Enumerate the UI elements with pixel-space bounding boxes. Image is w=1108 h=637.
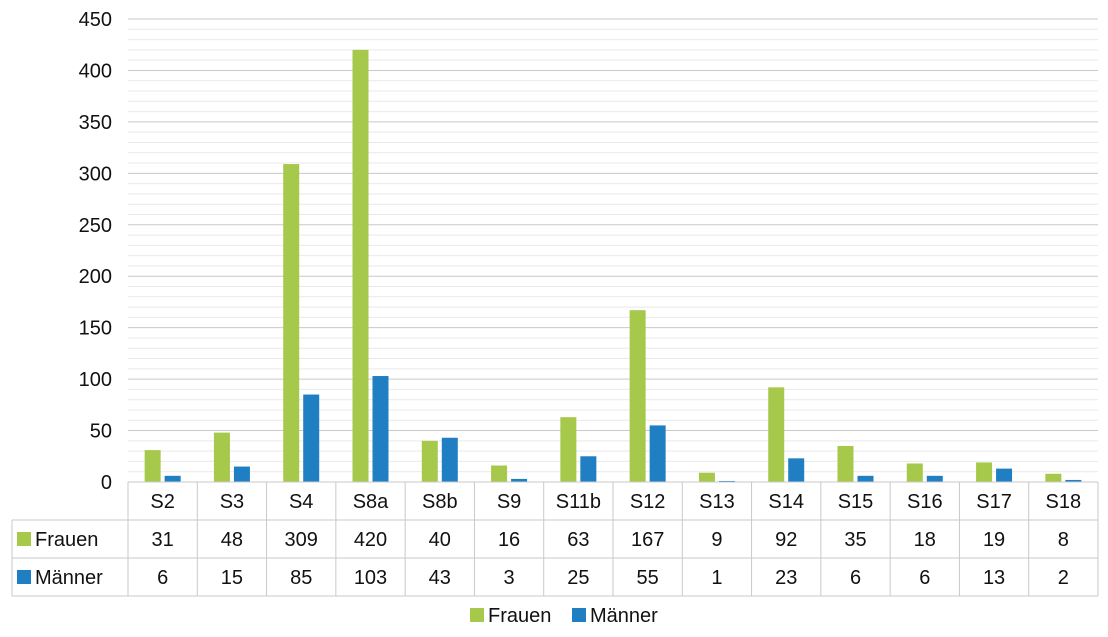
bar-mnner-s3	[233, 466, 250, 482]
y-tick-label: 350	[79, 112, 112, 134]
table-cell-value: 23	[775, 567, 797, 589]
table-cell-value: 1	[711, 567, 722, 589]
bar-mnner-s18	[1065, 479, 1082, 482]
y-tick-label: 150	[79, 318, 112, 340]
grid-lines	[128, 18, 1098, 473]
x-category-label: S12	[630, 491, 666, 513]
table-cell-value: 25	[567, 567, 589, 589]
bar-frauen-s8a	[352, 49, 369, 482]
legend-label: Männer	[590, 605, 658, 627]
x-category-label: S8a	[353, 491, 389, 513]
x-category-label: S8b	[422, 491, 458, 513]
bar-frauen-s14	[768, 387, 785, 482]
bar-frauen-s13	[698, 472, 715, 482]
bars	[144, 49, 1082, 482]
y-tick-label: 450	[79, 9, 112, 31]
bar-frauen-s2	[144, 450, 161, 482]
table-legend-swatch	[17, 532, 31, 546]
legend: Frauen Männer	[470, 605, 658, 627]
legend-label: Frauen	[488, 605, 551, 627]
bar-frauen-s11b	[560, 417, 577, 482]
bar-mnner-s8b	[441, 437, 458, 482]
bar-mnner-s8a	[372, 376, 389, 482]
table-cell-value: 309	[285, 529, 318, 551]
table-series-name: Männer	[35, 567, 103, 589]
y-tick-label: 100	[79, 369, 112, 391]
bar-mnner-s14	[788, 458, 805, 482]
table-cell-value: 35	[844, 529, 866, 551]
x-category-label: S3	[220, 491, 244, 513]
bar-frauen-s16	[906, 463, 923, 482]
table-cell-value: 13	[983, 567, 1005, 589]
table-cell-value: 6	[919, 567, 930, 589]
bar-mnner-s13	[718, 480, 735, 482]
legend-swatch	[572, 608, 586, 622]
bar-frauen-s4	[283, 164, 300, 482]
y-tick-label: 300	[79, 163, 112, 185]
x-category-label: S4	[289, 491, 313, 513]
table-cell-value: 43	[429, 567, 451, 589]
bar-frauen-s18	[1045, 473, 1062, 482]
x-category-label: S13	[699, 491, 735, 513]
x-category-label: S9	[497, 491, 521, 513]
bar-frauen-s17	[976, 462, 993, 482]
bar-mnner-s9	[511, 478, 528, 482]
bar-mnner-s17	[996, 468, 1013, 482]
table-cell-value: 15	[221, 567, 243, 589]
bar-frauen-s9	[491, 465, 508, 482]
table-cell-value: 92	[775, 529, 797, 551]
table-cell-value: 3	[504, 567, 515, 589]
x-category-label: S11b	[556, 491, 601, 513]
table-cell-value: 48	[221, 529, 243, 551]
bar-mnner-s15	[857, 475, 874, 482]
table-cell-value: 103	[354, 567, 387, 589]
bar-mnner-s2	[164, 475, 181, 482]
data-table: S2 S3 S4 S8a S8b S9 S11b S12 S13 S14 S15 S16 S17 S18 F…	[11, 481, 1099, 597]
legend-item: Männer	[572, 605, 658, 627]
bar-frauen-s8b	[421, 440, 438, 482]
legend-item: Frauen	[470, 605, 551, 627]
x-category-label: S2	[150, 491, 174, 513]
y-axis: 0 50 100 150 200 250 300 350 400 450	[79, 9, 112, 494]
x-category-label: S14	[768, 491, 804, 513]
table-cell-value: 40	[429, 529, 451, 551]
bar-frauen-s15	[837, 445, 854, 482]
legend-swatch	[470, 608, 484, 622]
x-category-label: S17	[976, 491, 1012, 513]
x-category-label: S15	[838, 491, 874, 513]
table-cell-value: 9	[711, 529, 722, 551]
table-series-name: Frauen	[35, 529, 98, 551]
table-cell-value: 31	[152, 529, 174, 551]
table-legend-swatch	[17, 570, 31, 584]
bar-frauen-s12	[629, 310, 646, 482]
bar-frauen-s3	[213, 432, 230, 482]
table-cell-value: 85	[290, 567, 312, 589]
table-cell-value: 55	[637, 567, 659, 589]
y-tick-label: 400	[79, 60, 112, 82]
bar-mnner-s4	[303, 394, 320, 482]
table-cell-value: 18	[914, 529, 936, 551]
table-cell-value: 167	[631, 529, 664, 551]
table-cell-value: 6	[157, 567, 168, 589]
bar-mnner-s11b	[580, 456, 597, 482]
y-tick-label: 250	[79, 215, 112, 237]
y-tick-label: 200	[79, 266, 112, 288]
table-cell-value: 16	[498, 529, 520, 551]
table-cell-value: 2	[1058, 567, 1069, 589]
x-category-label: S18	[1046, 491, 1082, 513]
bar-mnner-s12	[649, 425, 666, 482]
y-tick-label: 0	[101, 472, 112, 494]
bar-mnner-s16	[926, 475, 943, 482]
table-cell-value: 420	[354, 529, 387, 551]
table-cell-value: 6	[850, 567, 861, 589]
y-tick-label: 50	[90, 421, 112, 443]
table-cell-value: 19	[983, 529, 1005, 551]
x-category-label: S16	[907, 491, 943, 513]
table-cell-value: 8	[1058, 529, 1069, 551]
table-cell-value: 63	[567, 529, 589, 551]
